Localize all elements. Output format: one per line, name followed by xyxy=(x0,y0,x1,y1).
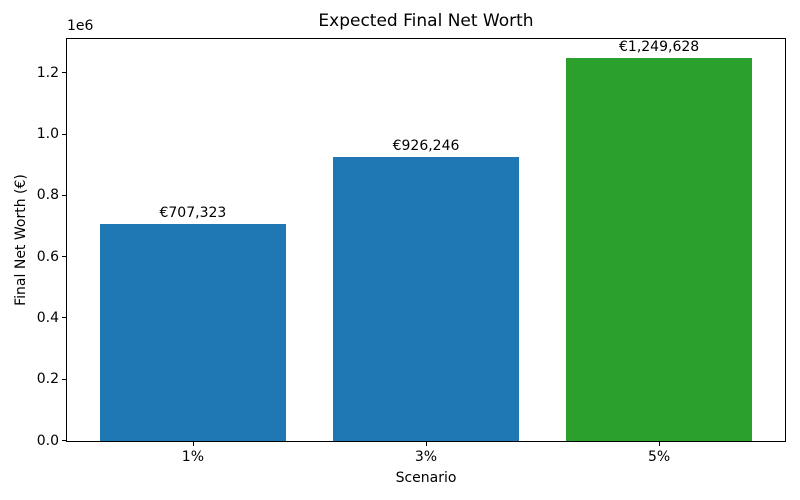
x-tick-label: 5% xyxy=(647,449,671,465)
y-tick-label: 1.0 xyxy=(36,126,59,143)
chart-title: Expected Final Net Worth xyxy=(318,11,534,31)
x-tick-mark xyxy=(426,442,427,446)
bar-3% xyxy=(332,157,520,441)
y-axis-offset-label: 1e6 xyxy=(67,18,94,34)
x-axis-label: Scenario xyxy=(395,470,457,486)
y-tick-mark xyxy=(62,440,66,441)
x-tick-mark xyxy=(192,442,194,446)
x-tick-label: 1% xyxy=(181,449,204,465)
y-tick-mark xyxy=(62,378,66,380)
y-axis-label: Final Net Worth (€) xyxy=(13,174,29,306)
y-tick-mark xyxy=(62,317,66,319)
y-tick-mark xyxy=(62,133,66,135)
y-tick-label: 0.4 xyxy=(36,309,59,326)
x-tick-label: 3% xyxy=(414,449,438,465)
bar-value-label: €707,323 xyxy=(159,205,227,222)
bar-5% xyxy=(565,58,753,441)
y-tick-label: 0.0 xyxy=(36,432,59,449)
y-tick-mark xyxy=(62,194,66,196)
bar-value-label: €926,246 xyxy=(392,138,460,155)
bar-value-label: €1,249,628 xyxy=(619,39,700,56)
y-tick-mark xyxy=(62,256,66,258)
plot-area: €707,323 €926,246 €1,249,628 xyxy=(66,38,786,442)
y-tick-label: 0.8 xyxy=(36,187,59,204)
y-tick-label: 0.6 xyxy=(36,248,59,265)
y-tick-mark xyxy=(62,72,66,74)
y-tick-label: 1.2 xyxy=(36,64,59,81)
y-tick-label: 0.2 xyxy=(36,371,59,388)
x-tick-mark xyxy=(659,442,661,446)
bar-1% xyxy=(99,224,287,441)
